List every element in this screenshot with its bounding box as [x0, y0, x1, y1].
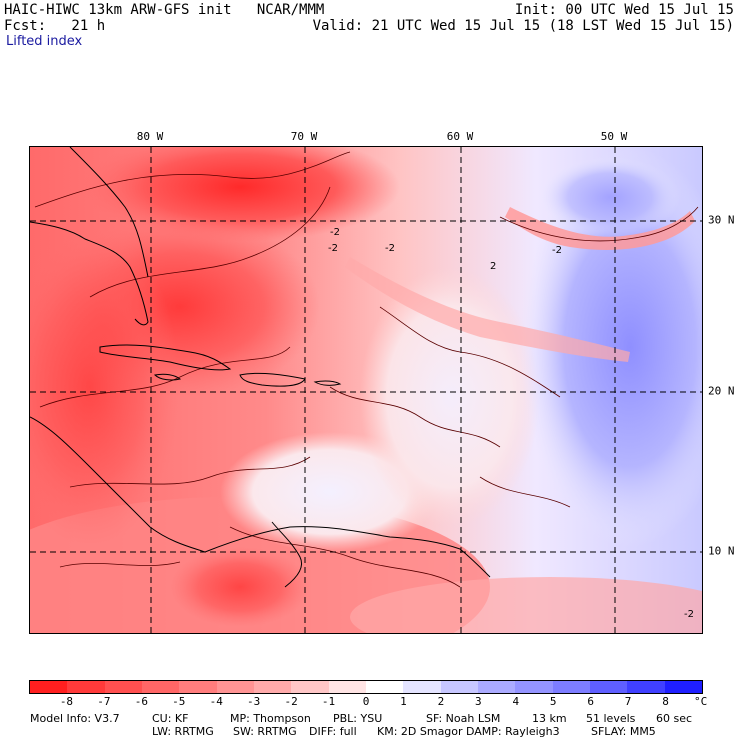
coastlines	[30, 147, 491, 588]
colorbar-tick-label: -5	[172, 695, 186, 708]
graticule	[30, 147, 702, 633]
cuba	[99, 344, 232, 371]
footer-resolution: 13 km	[532, 712, 567, 725]
south-america-north-coast	[204, 526, 491, 578]
lake-maracaibo	[271, 521, 303, 588]
footer-levels: 51 levels	[586, 712, 636, 725]
colorbar-swatch	[104, 681, 142, 693]
colorbar-tick-label: 4	[512, 695, 520, 708]
colorbar-swatch	[67, 681, 105, 693]
colorbar-swatch	[216, 681, 254, 693]
footer-km: KM: 2D Smagor	[377, 725, 463, 738]
positive-blue-north	[540, 157, 680, 237]
footer-model-info: Model Info: V3.7	[30, 712, 120, 725]
lifted-index-map: -2 -2 -2 2 -2 -2	[30, 147, 702, 633]
footer-damp: DAMP: Rayleigh3	[466, 725, 560, 738]
contour-label-4: 2	[490, 261, 496, 272]
jamaica	[153, 373, 182, 381]
atlantic-stable-area	[360, 267, 540, 527]
contour-label-5: -2	[552, 245, 562, 256]
strong-red-colombia	[170, 547, 310, 627]
colorbar-tick-label: -7	[97, 695, 111, 708]
init-time: Init: 00 UTC Wed 15 Jul 15	[514, 2, 734, 18]
colorbar-swatch	[664, 681, 702, 693]
lon-label-60w: 60 W	[446, 130, 474, 143]
colorbar-tick-label: 3	[475, 695, 482, 708]
colorbar-swatch	[291, 681, 329, 693]
us-east-coast	[69, 147, 149, 278]
colorbar-unit: °C	[694, 695, 708, 708]
colorbar	[29, 680, 703, 694]
contour-label-1: -2	[330, 227, 340, 238]
south-east-band	[350, 577, 702, 633]
org-label: NCAR/MMM	[256, 2, 325, 18]
colorbar-tick-label: -6	[134, 695, 148, 708]
footer-lw: LW: RRTMG	[152, 725, 214, 738]
colorbar-tick-label: -4	[209, 695, 223, 708]
contour-label-6: -2	[684, 609, 694, 620]
lat-label-10n: 10 N	[708, 544, 735, 558]
lon-label-80w: 80 W	[136, 130, 164, 143]
lat-label-20n: 20 N	[708, 384, 735, 398]
colorbar-swatch	[30, 681, 68, 693]
colorbar-swatch	[552, 681, 590, 693]
colorbar-swatch	[179, 681, 217, 693]
colorbar-swatch	[328, 681, 366, 693]
colorbar-tick-label: 7	[624, 695, 632, 708]
contours	[34, 151, 699, 588]
colorbar-swatch	[589, 681, 628, 693]
colorbar-tick-label: 5	[549, 695, 557, 708]
footer-pbl: PBL: YSU	[333, 712, 383, 725]
colorbar-swatch	[440, 681, 478, 693]
footer-sw: SW: RRTMG	[233, 725, 297, 738]
map-panel: -2 -2 -2 2 -2 -2	[29, 146, 703, 634]
colorbar-swatch	[515, 681, 553, 693]
lat-label-30n: 30 N	[708, 213, 735, 227]
header-line-1: HAIC-HIWC 13km ARW-GFS init NCAR/MMM	[4, 2, 324, 18]
contour-label-3: -2	[385, 243, 395, 254]
colorbar-tick-label: -1	[321, 695, 336, 708]
lon-label-70w: 70 W	[290, 130, 318, 143]
forecast-hour: Fcst: 21 h	[4, 18, 106, 34]
footer-sflay: SFLAY: MM5	[591, 725, 656, 738]
colorbar-tick-label: -3	[247, 695, 261, 708]
colorbar-swatch	[253, 681, 292, 693]
red-streak-30n	[505, 207, 695, 250]
contour-label-2: -2	[328, 243, 338, 254]
colorbar-swatch	[477, 681, 516, 693]
colorbar-swatch	[365, 681, 404, 693]
footer-sf: SF: Noah LSM	[426, 712, 501, 725]
contour-labels: -2 -2 -2 2 -2 -2	[328, 227, 694, 620]
colorbar-tick-label: 1	[400, 695, 407, 708]
field-name: Lifted index	[6, 34, 83, 49]
colorbar-tick-label: -8	[59, 695, 74, 708]
lon-label-50w: 50 W	[600, 130, 628, 143]
colorbar-tick-label: 8	[662, 695, 669, 708]
model-title: HAIC-HIWC 13km ARW-GFS init	[4, 2, 232, 18]
puerto-rico	[313, 380, 342, 386]
red-streak-central	[345, 257, 630, 362]
strong-red-west	[30, 227, 180, 547]
footer-timestep: 60 sec	[656, 712, 693, 725]
colorbar-tick-label: -2	[284, 695, 298, 708]
positive-blue-east	[520, 147, 702, 547]
hispaniola	[239, 372, 306, 387]
footer-cu: CU: KF	[152, 712, 189, 725]
footer-mp: MP: Thompson	[230, 712, 311, 725]
colorbar-swatch	[141, 681, 180, 693]
valid-time: Valid: 21 UTC Wed 15 Jul 15 (18 LST Wed …	[312, 18, 734, 34]
colorbar-swatch	[403, 681, 441, 693]
footer-diff: DIFF: full	[309, 725, 357, 738]
colorbar-swatch	[627, 681, 665, 693]
colorbar-tick-label: 0	[362, 695, 370, 708]
colorbar-tick-label: 2	[437, 695, 445, 708]
central-america	[30, 416, 206, 553]
florida-gulf-coast	[30, 221, 149, 326]
colorbar-tick-label: 6	[587, 695, 594, 708]
